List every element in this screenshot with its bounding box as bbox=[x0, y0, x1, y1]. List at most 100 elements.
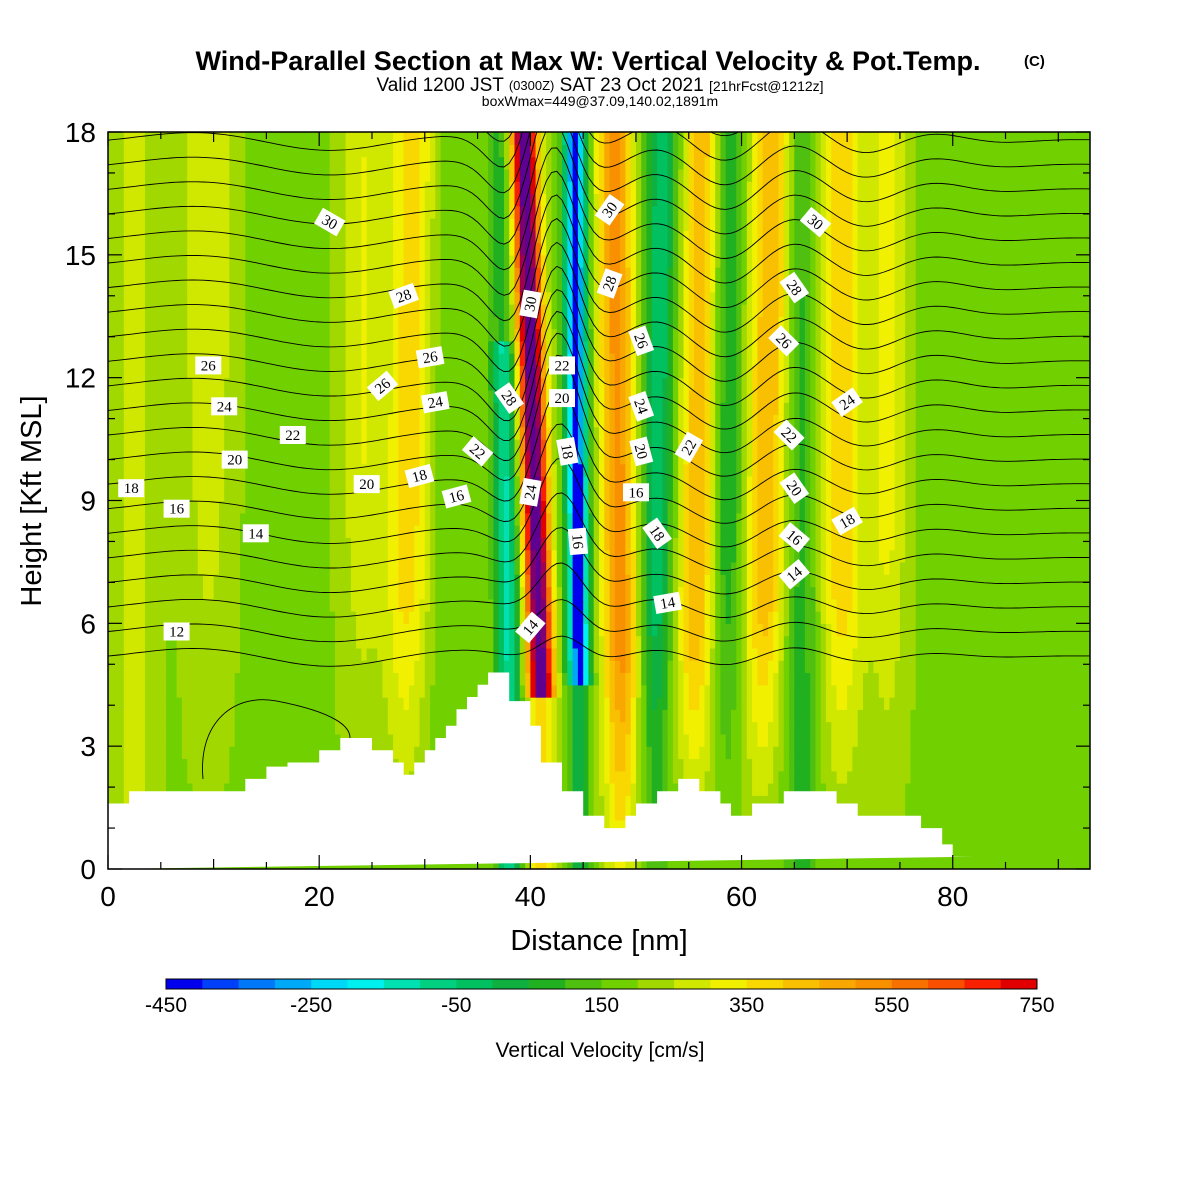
velocity-cell bbox=[213, 549, 220, 563]
velocity-cell bbox=[192, 783, 199, 796]
velocity-cell bbox=[150, 193, 157, 207]
velocity-cell bbox=[498, 242, 505, 256]
velocity-cell bbox=[540, 426, 547, 440]
velocity-cell bbox=[123, 586, 130, 600]
velocity-cell bbox=[493, 660, 500, 674]
velocity-cell bbox=[525, 672, 531, 686]
velocity-cell bbox=[229, 635, 236, 649]
velocity-cell bbox=[234, 709, 241, 723]
velocity-cell bbox=[229, 144, 236, 158]
velocity-cell bbox=[482, 365, 489, 379]
velocity-cell bbox=[345, 475, 352, 489]
velocity-cell bbox=[345, 525, 352, 538]
velocity-cell bbox=[419, 291, 426, 305]
velocity-cell bbox=[113, 230, 120, 244]
velocity-cell bbox=[129, 439, 135, 452]
velocity-cell bbox=[213, 672, 220, 686]
velocity-cell bbox=[387, 697, 394, 710]
velocity-cell bbox=[176, 377, 183, 391]
velocity-cell bbox=[108, 770, 114, 784]
velocity-cell bbox=[113, 242, 120, 256]
velocity-cell bbox=[535, 709, 542, 723]
velocity-cell bbox=[403, 475, 410, 489]
velocity-cell bbox=[461, 230, 468, 244]
velocity-cell bbox=[493, 475, 500, 489]
velocity-cell bbox=[498, 193, 505, 207]
velocity-cell bbox=[245, 746, 252, 760]
velocity-cell bbox=[298, 451, 304, 465]
velocity-cell bbox=[255, 242, 262, 256]
velocity-cell bbox=[398, 537, 405, 551]
velocity-cell bbox=[276, 746, 283, 760]
velocity-cell bbox=[488, 439, 494, 452]
velocity-cell bbox=[451, 451, 458, 465]
velocity-cell bbox=[150, 377, 157, 391]
velocity-cell bbox=[187, 168, 194, 182]
velocity-cell bbox=[250, 426, 257, 440]
velocity-cell bbox=[382, 426, 389, 440]
velocity-cell bbox=[393, 500, 399, 514]
velocity-cell bbox=[398, 549, 405, 563]
velocity-cell bbox=[530, 414, 537, 428]
velocity-cell bbox=[493, 463, 500, 477]
velocity-cell bbox=[366, 574, 373, 588]
velocity-cell bbox=[372, 635, 378, 649]
velocity-cell bbox=[145, 340, 151, 354]
velocity-cell bbox=[372, 439, 378, 452]
velocity-cell bbox=[282, 463, 289, 477]
velocity-cell bbox=[440, 451, 447, 465]
velocity-cell bbox=[482, 512, 489, 526]
velocity-cell bbox=[424, 426, 431, 440]
velocity-cell bbox=[514, 426, 521, 440]
velocity-cell bbox=[276, 353, 283, 366]
velocity-cell bbox=[424, 156, 431, 170]
velocity-cell bbox=[504, 463, 510, 477]
velocity-cell bbox=[229, 316, 236, 330]
velocity-cell bbox=[218, 328, 225, 342]
velocity-cell bbox=[224, 242, 231, 256]
velocity-cell bbox=[340, 475, 347, 489]
velocity-cell bbox=[329, 279, 336, 293]
velocity-cell bbox=[451, 439, 458, 452]
velocity-cell bbox=[525, 377, 531, 391]
velocity-cell bbox=[255, 132, 262, 145]
velocity-cell bbox=[298, 623, 304, 637]
velocity-cell bbox=[187, 475, 194, 489]
velocity-cell bbox=[266, 426, 273, 440]
velocity-cell bbox=[366, 672, 373, 686]
velocity-cell bbox=[456, 647, 463, 661]
velocity-cell bbox=[467, 549, 473, 563]
velocity-cell bbox=[129, 623, 135, 637]
velocity-cell bbox=[166, 168, 172, 182]
velocity-cell bbox=[113, 439, 120, 452]
velocity-cell bbox=[123, 291, 130, 305]
velocity-cell bbox=[213, 304, 220, 317]
velocity-cell bbox=[213, 218, 220, 231]
velocity-cell bbox=[451, 304, 458, 317]
velocity-cell bbox=[292, 402, 299, 416]
velocity-cell bbox=[145, 500, 151, 514]
velocity-cell bbox=[350, 721, 357, 735]
velocity-cell bbox=[166, 770, 172, 784]
velocity-cell bbox=[160, 439, 167, 452]
velocity-cell bbox=[160, 574, 167, 588]
velocity-cell bbox=[234, 340, 241, 354]
velocity-cell bbox=[287, 267, 294, 280]
velocity-cell bbox=[435, 304, 442, 317]
velocity-cell bbox=[271, 611, 278, 624]
velocity-cell bbox=[440, 144, 447, 158]
velocity-cell bbox=[535, 156, 542, 170]
velocity-cell bbox=[276, 574, 283, 588]
velocity-cell bbox=[108, 267, 114, 280]
velocity-cell bbox=[498, 267, 505, 280]
velocity-cell bbox=[424, 254, 431, 268]
velocity-cell bbox=[361, 697, 368, 710]
velocity-cell bbox=[356, 156, 362, 170]
velocity-cell bbox=[113, 426, 120, 440]
velocity-cell bbox=[540, 598, 547, 612]
velocity-cell bbox=[160, 254, 167, 268]
velocity-cell bbox=[504, 475, 510, 489]
velocity-cell bbox=[403, 451, 410, 465]
velocity-cell bbox=[266, 635, 273, 649]
velocity-cell bbox=[129, 660, 135, 674]
